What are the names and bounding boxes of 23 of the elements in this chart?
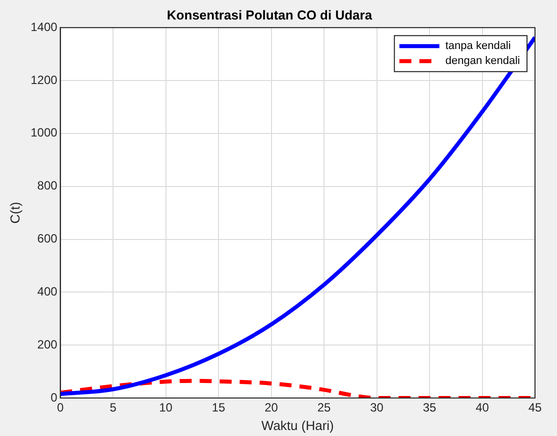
x-tick-label: 25 xyxy=(317,400,332,415)
y-tick-label: 600 xyxy=(37,232,58,246)
line-series xyxy=(60,35,535,396)
y-tick-label: 0 xyxy=(50,390,58,404)
legend-label: tanpa kendali xyxy=(445,40,511,52)
x-tick-label: 30 xyxy=(370,400,384,415)
y-tick-label: 200 xyxy=(37,337,58,352)
y-tick-label: 1400 xyxy=(30,20,58,34)
y-tick-label: 400 xyxy=(37,284,58,298)
x-axis-title: Waktu (Hari) xyxy=(261,418,334,433)
y-tick-label: 1000 xyxy=(30,126,58,140)
y-tick-label: 1200 xyxy=(30,72,58,87)
x-tick-label: 35 xyxy=(422,400,437,415)
x-tick-label: 40 xyxy=(476,400,490,415)
x-tick-label: 20 xyxy=(264,400,278,415)
x-tick-label: 10 xyxy=(159,400,173,415)
x-tick-label: 5 xyxy=(110,400,117,415)
y-tick-label: 800 xyxy=(37,178,58,193)
y-axis-title: C(t) xyxy=(7,202,22,224)
chart-title: Konsentrasi Polutan CO di Udara xyxy=(166,7,373,22)
x-tick-label: 15 xyxy=(212,400,226,415)
x-tick-label: 45 xyxy=(528,400,542,415)
legend-label: dengan kendali xyxy=(445,55,520,68)
